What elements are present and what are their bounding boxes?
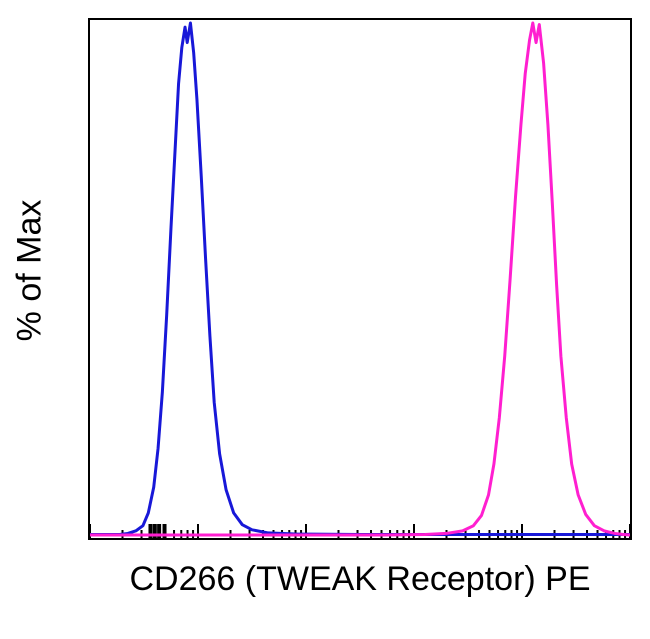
histogram-svg: [90, 20, 630, 538]
y-axis-label: % of Max: [11, 199, 50, 341]
plot-area: [88, 18, 632, 540]
y-axis-label-container: % of Max: [0, 0, 60, 540]
chart-container: % of Max CD266 (TWEAK Receptor) PE: [0, 0, 650, 639]
x-axis-label: CD266 (TWEAK Receptor) PE: [88, 560, 632, 599]
